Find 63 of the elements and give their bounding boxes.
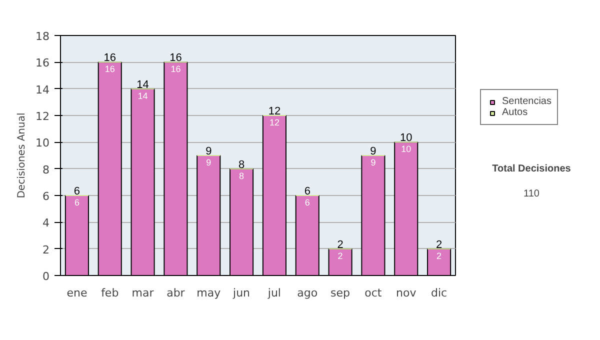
y-tick-label: 10 [36, 136, 50, 150]
data-label: 16 [170, 64, 181, 74]
y-tick-label: 12 [36, 110, 50, 123]
legend-label: Autos [502, 107, 528, 118]
bar [230, 168, 254, 276]
bar [98, 62, 122, 276]
y-tick-label: 4 [42, 216, 50, 230]
y-tick-label: 0 [42, 270, 50, 283]
legend-label: Sentencias [502, 96, 552, 107]
data-label: 9 [370, 158, 376, 168]
total-label: 6 [74, 186, 80, 198]
data-label: 8 [239, 170, 244, 181]
total-label: 2 [436, 238, 442, 251]
x-tick-label: sep [330, 286, 350, 300]
y-tick-label: 14 [36, 83, 50, 96]
total-label: 9 [370, 146, 376, 158]
bar [196, 155, 221, 276]
x-tick-label: jul [266, 286, 282, 300]
bar [164, 62, 188, 276]
x-tick-label: jun [232, 286, 250, 300]
x-tick-label: ene [66, 286, 88, 300]
bar [394, 142, 418, 276]
y-tick-label: 16 [36, 56, 50, 70]
data-label: 14 [138, 90, 148, 101]
data-label: 9 [206, 158, 212, 168]
bar [361, 155, 386, 276]
total-label: 2 [337, 238, 344, 251]
total-label: 14 [136, 78, 149, 91]
bar [295, 195, 320, 276]
bar [328, 248, 352, 276]
data-label: 12 [269, 118, 280, 128]
x-tick-label: ago [297, 286, 318, 300]
total-label: 9 [206, 146, 212, 158]
total-label: 10 [400, 132, 412, 144]
x-tick-label: oct [364, 286, 382, 300]
y-tick-label: 18 [36, 30, 50, 43]
data-label: 6 [304, 198, 310, 208]
data-label: 2 [436, 250, 442, 261]
bar [130, 88, 155, 276]
x-tick-label: abr [166, 286, 186, 300]
x-tick-label: mar [132, 286, 154, 300]
data-label: 6 [74, 198, 80, 208]
bar [64, 195, 89, 276]
x-tick-label: dic [431, 286, 448, 300]
bar [427, 248, 452, 276]
total-label: 12 [268, 106, 281, 118]
y-tick-label: 6 [42, 190, 50, 203]
total-label: 16 [170, 52, 182, 64]
x-tick-label: feb [101, 286, 119, 300]
bar [262, 115, 286, 276]
data-label: 16 [104, 64, 115, 74]
x-tick-label: nov [396, 286, 417, 300]
text: 110 [524, 188, 540, 200]
y-tick-label: 8 [42, 163, 50, 176]
total-label: 8 [238, 158, 245, 171]
y-axis-title: Decisiones Anual [16, 112, 28, 198]
y-tick-label: 2 [42, 243, 50, 256]
data-label: 2 [338, 250, 343, 261]
text: Total Decisiones [492, 164, 572, 175]
total-label: 16 [104, 52, 116, 64]
total-label: 6 [304, 186, 310, 198]
x-tick-label: may [196, 286, 222, 300]
data-label: 10 [401, 144, 412, 154]
